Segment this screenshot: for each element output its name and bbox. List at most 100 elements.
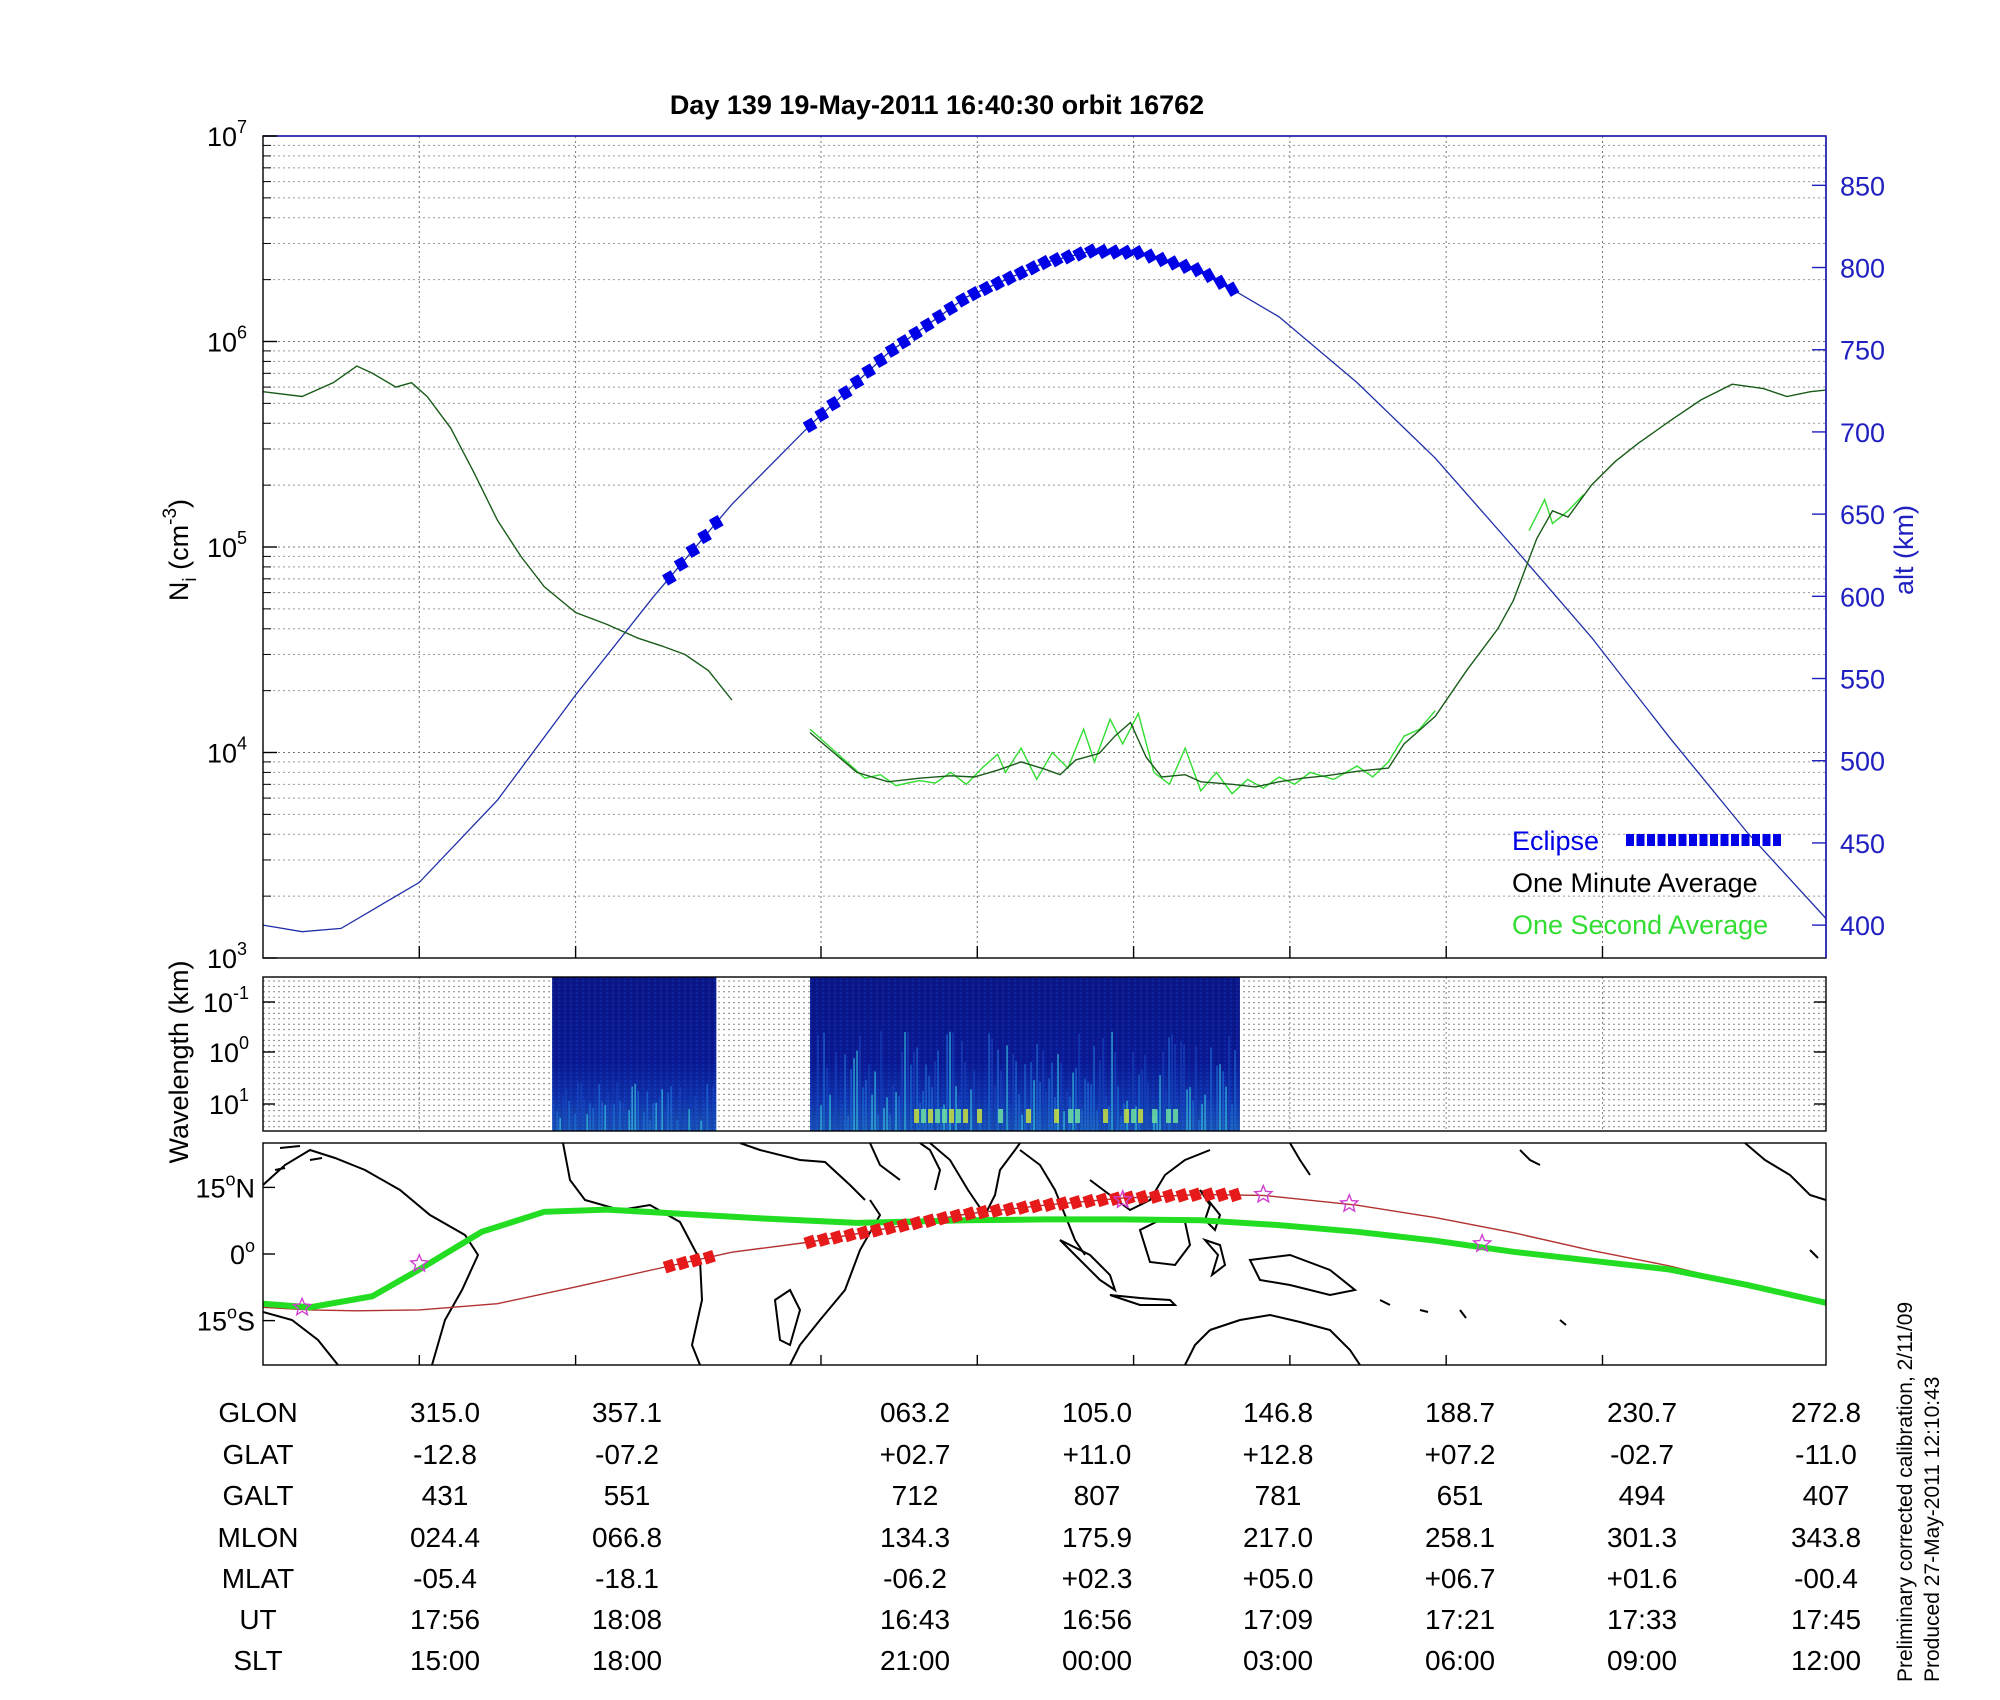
spectrogram-data: [552, 977, 1240, 1131]
eclipse-marker: [1060, 249, 1076, 265]
coastline-japan: [1289, 1143, 1311, 1176]
map-eclipse-marker: [702, 1249, 716, 1265]
eclipse-marker: [978, 280, 994, 297]
eclipse-marker: [1177, 258, 1193, 274]
one-second-average-line: [1528, 494, 1585, 532]
table-cell: 18:00: [591, 1645, 663, 1676]
coastline-arabia: [869, 1143, 942, 1191]
map-eclipse-markers: [662, 1187, 1242, 1274]
coastline-philippines: [1199, 1189, 1222, 1232]
table-cell: +02.7: [879, 1439, 951, 1470]
eclipse-marker: [931, 308, 947, 325]
table-cell: 024.4: [409, 1522, 481, 1553]
map-eclipse-marker: [989, 1203, 1003, 1218]
table-cell: 272.8: [1790, 1397, 1862, 1428]
legend-eclipse-marker: [1720, 834, 1729, 846]
eclipse-marker: [955, 292, 970, 308]
eclipse-marker: [884, 342, 900, 358]
altitude-tick-label: 450: [1840, 829, 1885, 859]
eclipse-marker: [1048, 252, 1064, 268]
spectrogram-hotspot: [1124, 1109, 1130, 1123]
spectrogram-hotspot: [956, 1109, 962, 1123]
density-y-tick-label: 104: [207, 734, 247, 769]
spectrogram-y-ticks: 10-1 100 101: [203, 983, 1826, 1120]
map-position-markers: [291, 1183, 1493, 1317]
spectrogram-hotspot: [1152, 1109, 1158, 1123]
coastline-pacific-islands: [1379, 1149, 1567, 1326]
production-note: Produced 27-May-2011 12:10:43: [1921, 1376, 1944, 1682]
density-y-tick-label: 107: [207, 117, 247, 152]
spectrogram-hotspot: [977, 1109, 983, 1123]
density-y-label-exp: -3: [160, 508, 181, 525]
coastline-madagascar: [773, 1288, 802, 1347]
spectrogram-hotspot: [1054, 1109, 1060, 1123]
map-position-star: [291, 1296, 313, 1317]
eclipse-marker: [1037, 254, 1052, 271]
legend-one-second-label: One Second Average: [1512, 910, 1768, 940]
eclipse-marker: [1002, 270, 1017, 286]
table-cell: 03:00: [1242, 1645, 1314, 1676]
density-y-label-main: N: [164, 582, 194, 602]
spectrogram-hotspot: [935, 1109, 941, 1123]
eclipse-marker: [861, 363, 876, 379]
coastline-central-america: [1744, 1143, 1826, 1259]
map-eclipse-marker: [1148, 1189, 1163, 1204]
table-cell: 494: [1618, 1480, 1666, 1511]
table-cell: 258.1: [1424, 1522, 1496, 1553]
legend-eclipse-marker: [1699, 834, 1708, 846]
spectrogram-hotspot: [921, 1109, 927, 1123]
eclipse-marker: [1166, 255, 1181, 271]
table-cell: 17:45: [1790, 1604, 1862, 1635]
map-eclipse-marker: [1162, 1188, 1176, 1204]
density-panel: 107 106 105 104 103 850 800 750 700 650 600 550 500…: [160, 117, 1919, 974]
map-eclipse-marker: [1042, 1197, 1056, 1212]
table-cell: 217.0: [1242, 1522, 1314, 1553]
map-eclipse-marker: [883, 1220, 897, 1236]
table-cell: 343.8: [1790, 1522, 1862, 1553]
table-cell: 146.8: [1242, 1397, 1314, 1428]
map-eclipse-marker: [676, 1255, 690, 1271]
legend-eclipse-marker: [1657, 834, 1666, 846]
legend: Eclipse One Minute Average One Second Av…: [1512, 826, 1781, 940]
table-cell: 134.3: [879, 1522, 951, 1553]
legend-eclipse-marker: [1731, 834, 1739, 846]
density-y-label-close: ): [164, 499, 194, 508]
map-position-star: [1338, 1192, 1360, 1213]
eclipse-marker: [826, 395, 841, 412]
coastline-borneo: [1138, 1218, 1192, 1267]
table-cell: 357.1: [591, 1397, 663, 1428]
altitude-tick-label: 400: [1840, 911, 1885, 941]
eclipse-marker: [1095, 243, 1111, 260]
coastline-new-guinea: [1248, 1253, 1358, 1297]
map-eclipse-marker: [1175, 1188, 1189, 1203]
table-cell: 21:00: [879, 1645, 951, 1676]
coastline-south-america: [263, 1148, 480, 1365]
eclipse-marker: [966, 285, 982, 302]
altitude-tick-label: 550: [1840, 665, 1885, 695]
one-second-average-line: [809, 710, 1436, 795]
spectrogram-hotspot: [949, 1109, 955, 1123]
spectrogram-texture: [552, 977, 717, 1131]
one-minute-average-line: [809, 383, 1826, 788]
spectrogram-hotspot: [928, 1109, 934, 1123]
table-cell: 175.9: [1061, 1522, 1133, 1553]
spectrogram-y-tick-label: 101: [209, 1085, 249, 1120]
legend-eclipse-swatch: [1626, 834, 1781, 846]
table-cell: -02.7: [1610, 1439, 1674, 1470]
eclipse-markers: [662, 243, 1240, 586]
spectrogram-hotspot: [914, 1109, 920, 1123]
map-eclipse-marker: [1016, 1200, 1030, 1215]
eclipse-marker: [1107, 244, 1123, 260]
table-cell: 06:00: [1424, 1645, 1496, 1676]
table-cell: 17:09: [1242, 1604, 1314, 1635]
magnetic-track-line: [263, 1206, 1826, 1311]
map-eclipse-marker: [1228, 1187, 1242, 1203]
table-cell: 17:21: [1424, 1604, 1496, 1635]
legend-eclipse-marker: [1741, 834, 1750, 846]
map-position-star: [1253, 1183, 1274, 1204]
legend-eclipse-marker: [1668, 834, 1676, 846]
geographic-track-line: [263, 1193, 1826, 1312]
table-row-label: MLAT: [221, 1563, 295, 1594]
table-row-label: GLAT: [222, 1439, 294, 1470]
